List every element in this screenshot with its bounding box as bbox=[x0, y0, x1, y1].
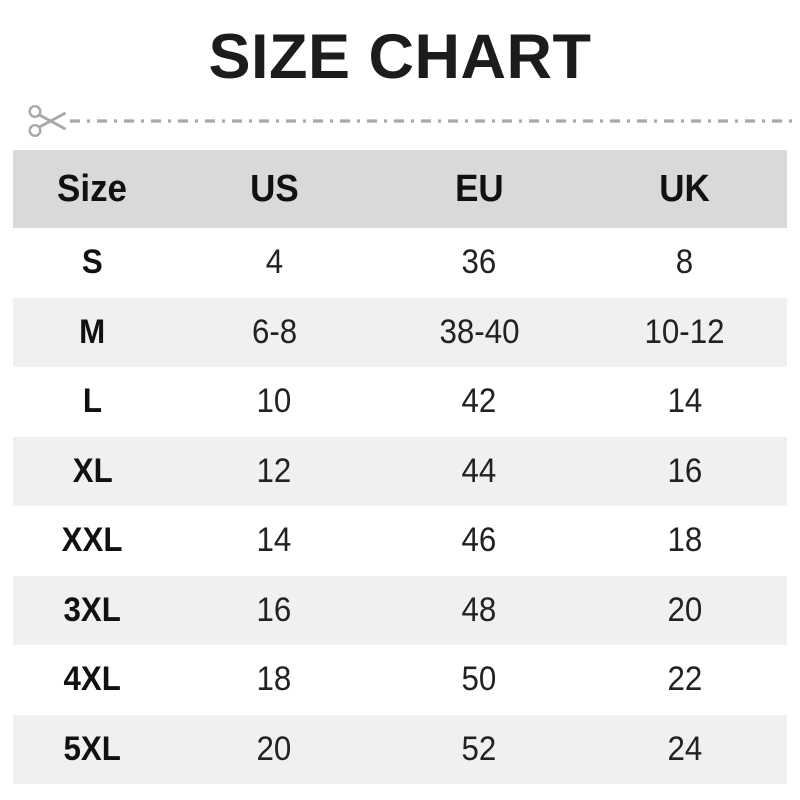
table-row-xl: XL 12 44 16 bbox=[13, 436, 787, 506]
us-cell: 20 bbox=[256, 729, 292, 768]
eu-cell: 50 bbox=[461, 660, 497, 699]
us-cell: 6-8 bbox=[251, 312, 297, 351]
us-cell: 16 bbox=[256, 590, 292, 629]
us-cell: 14 bbox=[256, 521, 292, 560]
column-header-eu: EU bbox=[376, 150, 582, 228]
size-cell: 3XL bbox=[63, 590, 122, 629]
column-header-uk-label: UK bbox=[659, 167, 710, 210]
table-row-xxl: XXL 14 46 18 bbox=[13, 506, 787, 576]
column-header-us-label: US bbox=[249, 167, 299, 210]
eu-cell: 46 bbox=[461, 521, 497, 560]
column-header-eu-label: EU bbox=[455, 167, 504, 210]
size-cell: XXL bbox=[61, 521, 123, 560]
header-row: Size US EU UK bbox=[13, 150, 787, 228]
us-cell: 18 bbox=[256, 660, 292, 699]
uk-cell: 24 bbox=[667, 729, 702, 768]
eu-cell: 44 bbox=[461, 451, 497, 490]
table-row-m: M 6-8 38-40 10-12 bbox=[13, 297, 787, 367]
table-row-l: L 10 42 14 bbox=[13, 367, 787, 437]
us-cell: 4 bbox=[265, 243, 283, 282]
eu-cell: 48 bbox=[461, 590, 497, 629]
us-cell: 10 bbox=[256, 382, 292, 421]
uk-cell: 22 bbox=[667, 660, 702, 699]
uk-cell: 14 bbox=[667, 382, 702, 421]
size-cell: 5XL bbox=[63, 729, 122, 768]
eu-cell: 42 bbox=[461, 382, 497, 421]
column-header-us: US bbox=[171, 150, 377, 228]
column-header-size: Size bbox=[13, 150, 172, 228]
table-row-3xl: 3XL 16 48 20 bbox=[13, 575, 787, 645]
column-header-size-label: Size bbox=[57, 167, 128, 210]
uk-cell: 8 bbox=[675, 243, 694, 282]
table-row-4xl: 4XL 18 50 22 bbox=[13, 645, 787, 715]
uk-cell: 16 bbox=[667, 451, 702, 490]
cut-line bbox=[0, 100, 800, 142]
uk-cell: 10-12 bbox=[644, 312, 725, 351]
size-cell: M bbox=[79, 312, 106, 351]
uk-cell: 18 bbox=[667, 521, 702, 560]
page-title: SIZE CHART bbox=[208, 22, 592, 92]
size-chart-table: Size US EU UK S 4 36 8 M 6-8 38-40 10-12… bbox=[13, 150, 787, 784]
table-row-s: S 4 36 8 bbox=[13, 228, 787, 298]
size-cell: S bbox=[81, 243, 103, 282]
column-header-uk: UK bbox=[581, 150, 787, 228]
size-cell: L bbox=[82, 382, 102, 421]
uk-cell: 20 bbox=[667, 590, 702, 629]
table-row-5xl: 5XL 20 52 24 bbox=[13, 714, 787, 784]
scissors-icon bbox=[27, 102, 67, 140]
eu-cell: 38-40 bbox=[439, 312, 520, 351]
size-cell: 4XL bbox=[63, 660, 122, 699]
dash-dot-line bbox=[70, 119, 792, 123]
us-cell: 12 bbox=[256, 451, 292, 490]
size-cell: XL bbox=[72, 451, 113, 490]
eu-cell: 52 bbox=[461, 729, 497, 768]
eu-cell: 36 bbox=[461, 243, 497, 282]
